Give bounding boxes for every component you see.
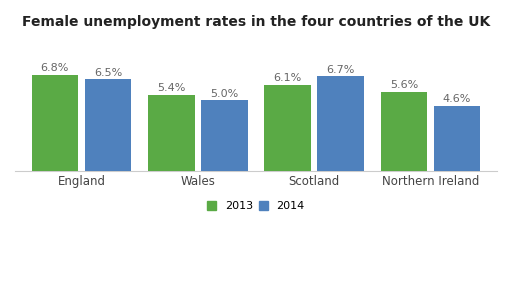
- Bar: [148, 95, 195, 170]
- Legend: 2013, 2014: 2013, 2014: [203, 197, 309, 216]
- Bar: [85, 79, 132, 170]
- Bar: [201, 100, 248, 170]
- Text: 6.7%: 6.7%: [327, 65, 355, 75]
- Text: 6.8%: 6.8%: [40, 63, 69, 73]
- Bar: [317, 76, 364, 170]
- Text: 6.5%: 6.5%: [94, 67, 122, 77]
- Bar: [32, 75, 78, 170]
- Text: 6.1%: 6.1%: [273, 73, 302, 83]
- Bar: [380, 92, 427, 170]
- Text: 4.6%: 4.6%: [443, 94, 472, 104]
- Title: Female unemployment rates in the four countries of the UK: Female unemployment rates in the four co…: [22, 15, 490, 29]
- Bar: [264, 85, 311, 170]
- Text: 5.0%: 5.0%: [210, 89, 239, 99]
- Bar: [434, 106, 480, 170]
- Text: 5.6%: 5.6%: [390, 80, 418, 90]
- Text: 5.4%: 5.4%: [157, 83, 185, 93]
